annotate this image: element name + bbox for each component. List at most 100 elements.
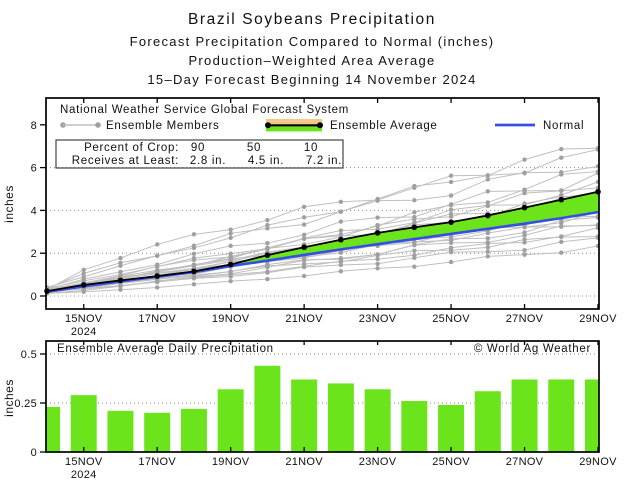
ensemble-member-dot (81, 271, 86, 276)
ensemble-average-dot (374, 230, 381, 236)
ensemble-member-dot (559, 188, 564, 193)
ensemble-member-dot (155, 285, 160, 290)
ensemble-member-dot (265, 240, 270, 246)
ensemble-member-dot (485, 236, 490, 241)
ensemble-member-dot (412, 240, 417, 245)
average-dot-icon (317, 122, 323, 129)
ensemble-member-dot (301, 236, 307, 242)
ensemble-member-dot (191, 282, 197, 287)
ensemble-member-line (46, 245, 599, 294)
ensemble-member-dot (155, 242, 160, 247)
ensemble-member-dot (301, 273, 307, 279)
ensemble-average-dot (301, 244, 307, 251)
chart-frame (45, 340, 600, 453)
ensemble-member-dot (338, 262, 344, 268)
ensemble-average-dot (191, 268, 197, 275)
ensemble-member-dot (412, 252, 417, 258)
ensemble-member-dot (559, 192, 564, 198)
ensemble-member-dot (228, 227, 233, 232)
ensemble-member-dot (522, 247, 527, 253)
crop-percent-90: 90 (191, 142, 205, 154)
ensemble-member-dot (522, 170, 527, 176)
crop-row1-label: Percent of Crop: (84, 142, 179, 154)
ensemble-member-dot (412, 210, 417, 215)
ensemble-average-dot (485, 212, 491, 219)
y-axis-label: inches (2, 185, 16, 223)
ensemble-member-dot (375, 196, 380, 202)
y-tick-label: 2 (31, 248, 37, 260)
ensemble-member-line (46, 149, 599, 291)
ensemble-member-dot (155, 268, 160, 274)
ensemble-average-dot (44, 288, 50, 294)
ensemble-member-dot (191, 255, 197, 261)
bottom-chart-title: Ensemble Average Daily Precipitation (57, 343, 274, 355)
ensemble-member-dot (485, 203, 490, 209)
y-tick-label: 4 (31, 205, 37, 217)
ensemble-average-dot (595, 188, 601, 195)
subtitle-3: 15–Day Forecast Beginning 14 November 20… (147, 72, 476, 87)
ensemble-member-dot (522, 157, 527, 162)
x-tick-label: 15NOV (65, 313, 103, 325)
ensemble-member-dot (559, 224, 564, 229)
ensemble-member-dot (155, 253, 160, 258)
ensemble-member-dot (338, 269, 344, 274)
ensemble-member-line (46, 165, 599, 289)
above-normal-swatch-icon (266, 126, 322, 132)
ensemble-member-dot (228, 231, 233, 236)
ensemble-member-dot (265, 217, 270, 223)
ensemble-member-dot (448, 173, 454, 178)
bar (401, 401, 428, 452)
ensemble-member-dot (338, 199, 344, 205)
x-tick-label: 29NOV (579, 313, 617, 325)
bars (46, 365, 599, 452)
x-tick-label: 25NOV (432, 456, 470, 468)
below-normal-swatch-icon (266, 119, 322, 125)
y-tick-label: 0 (31, 291, 37, 303)
ensemble-member-dot (522, 230, 527, 235)
ensemble-member-dot (412, 264, 417, 269)
ensemble-member-dot (301, 264, 307, 269)
ensemble-average-dot (154, 273, 160, 279)
crop-percent-10: 10 (304, 142, 318, 154)
bar (548, 379, 575, 452)
ensemble-member-dot (412, 198, 417, 203)
ensemble-member-dot (485, 254, 490, 259)
ensemble-member-dot (448, 214, 454, 219)
crop-amount-90: 2.8 in. (190, 155, 226, 167)
ensemble-member-dot (301, 255, 307, 261)
ensemble-member-dot (485, 200, 490, 205)
bar (474, 391, 501, 452)
legend-normal: Normal (495, 120, 584, 132)
ensemble-member-dot (375, 266, 380, 271)
ensemble-member-dot (191, 251, 197, 257)
daily-precip-chart: 0 0.25 0.5 15NOV 17NOV 19NOV 21NOV 23NOV 25NOV 27… (2, 340, 617, 481)
ensemble-member-dot (448, 202, 454, 208)
ensemble-member-dot (559, 170, 564, 175)
ensemble-member-dot (118, 255, 123, 261)
cumulative-precip-axes: 0 2 4 6 8 15NOV 17NOV 19NOV 21NOV 23NOV 25NOV 27NOV… (31, 98, 617, 338)
ensemble-member-dot (228, 243, 233, 249)
ensemble-member-dot (559, 155, 564, 160)
percent-of-crop-table: Percent of Crop: 90 50 10 Receives at Le… (55, 139, 344, 169)
ensemble-member-dot (485, 240, 490, 245)
bar (180, 408, 207, 452)
ensemble-member-line (46, 171, 599, 292)
ensemble-member-dot (412, 183, 417, 189)
ensemble-average-dot (80, 282, 87, 288)
x-tick-label: 15NOV (65, 456, 103, 468)
x-tick-label: 27NOV (506, 456, 544, 468)
ensemble-member-dot (265, 226, 270, 231)
ensemble-member-dot (81, 274, 86, 280)
ensemble-member-dot (191, 245, 197, 251)
ensemble-member-dot (81, 267, 86, 272)
ensemble-member-dot (338, 228, 344, 233)
y-axis-label: inches (2, 379, 16, 417)
ensemble-member-line (46, 181, 599, 289)
ensemble-member-dot (375, 223, 380, 229)
ensemble-member-dot (412, 214, 417, 220)
x-tick-label: 25NOV (432, 313, 470, 325)
legend-label-normal: Normal (543, 120, 584, 132)
ensemble-member-dot (375, 252, 380, 257)
ensemble-member-dot (522, 187, 527, 192)
x-tick-label: 21NOV (285, 313, 323, 325)
